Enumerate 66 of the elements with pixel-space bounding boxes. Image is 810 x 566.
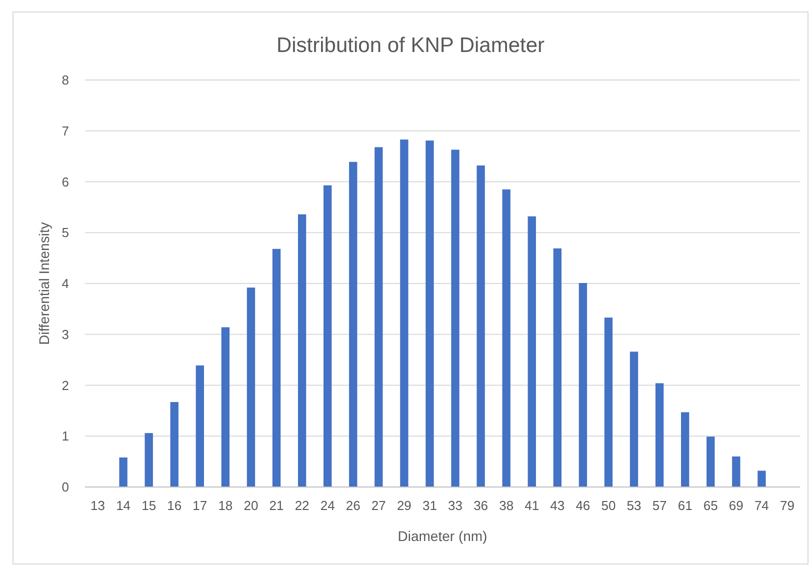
bar: [706, 436, 715, 487]
bar: [144, 433, 153, 487]
bar: [502, 189, 510, 487]
y-tick-label: 3: [62, 326, 69, 342]
bar: [630, 352, 638, 487]
bar: [681, 412, 690, 487]
x-tick-label: 65: [703, 498, 718, 513]
x-tick-label: 24: [320, 498, 335, 513]
x-tick-label: 36: [474, 498, 488, 513]
y-tick-label: 0: [62, 480, 69, 495]
x-tick-label: 20: [244, 498, 258, 513]
y-tick-label: 5: [62, 225, 69, 240]
x-tick-label: 79: [780, 498, 794, 513]
x-tick-label: 13: [90, 498, 105, 513]
x-tick-label: 74: [754, 498, 769, 513]
x-tick-label: 61: [678, 498, 692, 513]
x-tick-label: 46: [576, 498, 590, 513]
y-axis-title: Differential Intensity: [36, 222, 52, 345]
x-tick-label: 41: [524, 498, 540, 513]
bar: [374, 147, 383, 487]
x-tick-label: 21: [269, 498, 284, 513]
y-tick-label: 2: [62, 378, 69, 393]
x-tick-label: 69: [728, 498, 744, 513]
x-tick-label: 53: [626, 498, 642, 513]
bar: [578, 282, 588, 487]
x-tick-label: 31: [422, 498, 437, 513]
bar: [451, 150, 460, 487]
y-tick-label: 4: [62, 276, 69, 292]
x-tick-label: 22: [294, 498, 310, 513]
bar: [298, 214, 306, 487]
bar: [426, 140, 434, 487]
bar: [349, 162, 358, 487]
bar: [553, 248, 562, 487]
x-tick-label: 14: [116, 498, 131, 513]
bar: [246, 288, 256, 487]
x-tick-label: 38: [499, 498, 514, 513]
bar: [732, 456, 740, 487]
y-tick-label: 7: [62, 123, 69, 138]
x-tick-label: 26: [346, 498, 360, 513]
bar: [272, 248, 281, 487]
x-axis-title: Diameter (nm): [398, 528, 488, 544]
x-tick-label: 17: [192, 498, 208, 513]
x-tick-label: 57: [652, 498, 667, 513]
x-tick-label: 29: [396, 498, 412, 513]
x-tick-label: 33: [448, 498, 462, 513]
bar: [655, 383, 664, 487]
bar: [221, 327, 230, 487]
bar: [400, 140, 408, 487]
bar: [324, 185, 332, 487]
bar: [170, 402, 178, 487]
y-tick-label: 6: [62, 174, 69, 190]
bar: [604, 318, 613, 487]
x-tick-label: 27: [371, 498, 386, 513]
x-tick-label: 43: [550, 498, 565, 513]
bar: [758, 470, 766, 487]
bar: [476, 165, 485, 487]
x-tick-label: 50: [601, 498, 616, 513]
bar: [119, 457, 128, 487]
y-tick-label: 1: [62, 428, 69, 444]
y-tick-label: 8: [62, 72, 69, 88]
bar: [528, 216, 536, 487]
x-tick-label: 16: [167, 498, 182, 513]
chart-title: Distribution of KNP Diameter: [276, 34, 545, 57]
bar: [196, 365, 204, 487]
x-tick-label: 15: [142, 498, 156, 513]
x-tick-label: 18: [218, 498, 233, 513]
